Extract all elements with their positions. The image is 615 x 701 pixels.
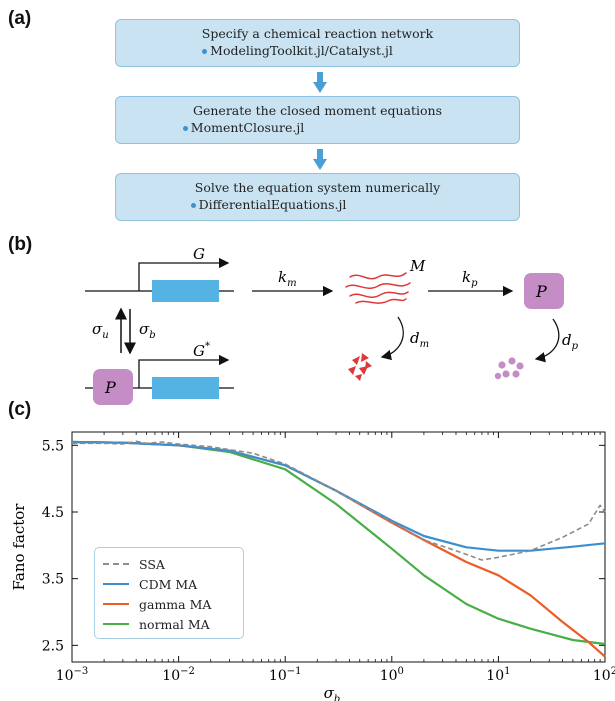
bound-protein-label: P [104,378,116,397]
promoter-arrow-upper [138,257,230,291]
mrna-label: M [409,257,426,275]
legend-swatch-cdm [103,583,129,585]
bullet-icon [190,203,196,208]
protein-degradation-arrow [534,318,560,363]
series-line-ssa [72,440,606,561]
x-tick-label: 100 [380,666,404,684]
kp-label: kp [462,268,478,289]
km-label: km [278,268,297,289]
x-axis-label: σb [324,684,341,701]
panel-label-c: (c) [8,399,32,420]
y-tick-label: 5.5 [42,438,64,454]
reaction-network-diagram: G σu σb G* P km M kp P dm dp [85,245,579,405]
y-axis-label: Fano factor [10,503,28,591]
workflow-step-solve: Solve the equation system numerically Di… [115,173,520,221]
protein-fragments-icon [494,357,524,380]
x-tick-label: 10−3 [56,666,89,684]
fano-factor-chart: 10−3 10−2 10−1 100 101 102 2.5 3.5 4.5 5.5 Fano f… [10,431,615,701]
gene-upper [152,280,219,302]
workflow-step-title: Solve the equation system numerically [194,180,441,195]
protein-label: P [535,282,547,301]
legend-item-gamma: gamma MA [103,594,243,614]
chart-legend: SSA CDM MA gamma MA normal MA [94,547,244,639]
y-tick-label: 3.5 [42,572,64,588]
sigma-u-label: σu [92,320,109,341]
y-tick-label: 4.5 [42,505,64,521]
bullet-icon [202,49,208,54]
workflow-step-package: ModelingToolkit.jl/Catalyst.jl [76,43,519,58]
legend-swatch-ssa [103,563,129,565]
x-tick-label: 10−2 [162,666,195,684]
down-arrow-icon [313,149,327,170]
sigma-b-label: σb [139,320,156,341]
mrna-icon [345,272,411,304]
legend-item-ssa: SSA [103,554,243,574]
workflow-step-specify: Specify a chemical reaction network Mode… [115,19,520,67]
panel-label-a: (a) [8,8,32,29]
workflow-step-title: Specify a chemical reaction network [201,26,434,41]
y-tick-label: 2.5 [42,638,64,654]
mrna-fragments-icon [348,353,372,381]
legend-item-normal: normal MA [103,614,243,634]
mrna-degradation-arrow [380,316,404,361]
legend-item-cdm: CDM MA [103,574,243,594]
series-line-cdm-ma [71,440,606,552]
down-arrow-icon [313,72,327,93]
legend-swatch-normal [103,623,129,625]
gene-lower [152,377,219,399]
gene-off-label: G* [193,341,210,360]
panel-label-b: (b) [8,234,33,255]
promoter-arrow-lower [138,354,230,388]
bound-protein [93,369,133,405]
legend-swatch-gamma [103,603,129,605]
gene-on-label: G [193,245,205,263]
x-tick-label: 102 [593,666,615,684]
protein [524,273,564,309]
workflow-step-package: DifferentialEquations.jl [18,197,519,212]
x-tick-label: 101 [486,666,510,684]
workflow-step-package: MomentClosure.jl [0,120,519,135]
bullet-icon [182,126,188,131]
workflow-step-moments: Generate the closed moment equations Mom… [115,96,520,144]
dm-label: dm [410,329,429,350]
x-tick-label: 10−1 [269,666,302,684]
dp-label: dp [562,331,579,352]
workflow-step-title: Generate the closed moment equations [193,103,442,118]
